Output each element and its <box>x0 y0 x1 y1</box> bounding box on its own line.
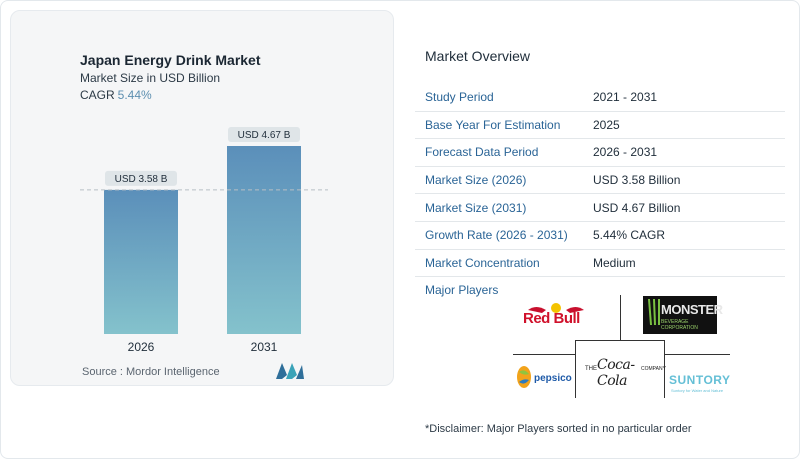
major-players-title: Major Players <box>425 283 499 297</box>
x-tick-label: 2031 <box>251 340 278 354</box>
bar-2031 <box>227 146 301 334</box>
overview-row: Market Size (2031) USD 4.67 Billion <box>415 193 785 222</box>
row-value: USD 3.58 Billion <box>583 166 785 195</box>
overview-row: Market Size (2026) USD 3.58 Billion <box>415 166 785 195</box>
row-value: 5.44% CAGR <box>583 221 785 250</box>
row-key: Market Size (2031) <box>415 193 583 222</box>
coca-cola-logo: THE Coca-Cola COMPANY <box>580 355 666 389</box>
suntory-tagline: Suntory for Water and Nature <box>671 388 724 393</box>
row-value: USD 4.67 Billion <box>583 193 785 222</box>
redbull-wordmark: Red Bull <box>523 310 580 327</box>
row-value: 2021 - 2031 <box>583 84 785 112</box>
data-label: USD 4.67 B <box>238 130 291 141</box>
row-key: Base Year For Estimation <box>415 111 583 140</box>
cagr-value: 5.44% <box>117 88 152 102</box>
data-label-bg <box>228 127 300 142</box>
logo-divider <box>575 340 665 341</box>
data-label-bg <box>105 170 177 186</box>
coca-cola-script: Coca-Cola <box>597 357 635 389</box>
x-tick-label: 2026 <box>128 340 155 354</box>
overview-row: Base Year For Estimation 2025 <box>415 111 785 140</box>
coca-cola-the: THE <box>585 366 597 372</box>
redbull-bulls-icon <box>528 303 584 313</box>
bar-2026 <box>104 189 178 334</box>
monster-logo: MONSTER BEVERAGE CORPORATION <box>643 296 723 334</box>
row-key: Market Concentration <box>415 249 583 278</box>
logo-divider <box>513 354 575 355</box>
overview-row: Market Concentration Medium <box>415 249 785 278</box>
source-note: Source : Mordor Intelligence <box>82 366 220 378</box>
row-value: 2025 <box>583 111 785 140</box>
suntory-wordmark: SUNTORY <box>669 373 731 387</box>
row-key: Market Size (2026) <box>415 166 583 195</box>
bar-chart: USD 3.58 B 2026 USD 4.67 B 2031 <box>80 127 328 354</box>
logo-divider <box>620 295 621 341</box>
monster-claw-icon <box>648 299 660 325</box>
pepsico-wordmark: pepsico <box>534 373 572 384</box>
logo-divider <box>575 340 576 398</box>
redbull-logo: Red Bull <box>520 300 592 334</box>
chart-card <box>10 10 394 386</box>
mordor-intelligence-logo <box>276 363 304 379</box>
row-key: Growth Rate (2026 - 2031) <box>415 221 583 250</box>
chart-title: Japan Energy Drink Market <box>80 52 261 68</box>
monster-subtitle: BEVERAGE CORPORATION <box>661 319 698 331</box>
overview-table: Study Period 2021 - 2031 Base Year For Es… <box>415 84 785 278</box>
overview-row: Forecast Data Period 2026 - 2031 <box>415 138 785 167</box>
row-value: Medium <box>583 249 785 278</box>
cagr-line: CAGR 5.44% <box>80 88 152 102</box>
suntory-logo: SUNTORY Suntory for Water and Nature <box>668 372 734 396</box>
data-label: USD 3.58 B <box>115 174 168 185</box>
pepsico-leaf-icon <box>517 366 531 388</box>
monster-wordmark: MONSTER <box>661 302 723 317</box>
pepsico-logo: pepsico <box>515 364 575 394</box>
cagr-label: CAGR <box>80 88 115 102</box>
row-value: 2026 - 2031 <box>583 138 785 167</box>
overview-title: Market Overview <box>425 48 531 64</box>
overview-row: Study Period 2021 - 2031 <box>415 84 785 112</box>
logo-divider <box>664 340 665 398</box>
chart-subtitle: Market Size in USD Billion <box>80 71 221 85</box>
coca-cola-company: COMPANY <box>641 366 666 372</box>
overview-row: Growth Rate (2026 - 2031) 5.44% CAGR <box>415 221 785 250</box>
row-key: Study Period <box>415 84 583 112</box>
disclaimer: *Disclaimer: Major Players sorted in no … <box>425 423 692 435</box>
logo-divider <box>664 354 730 355</box>
row-key: Forecast Data Period <box>415 138 583 167</box>
